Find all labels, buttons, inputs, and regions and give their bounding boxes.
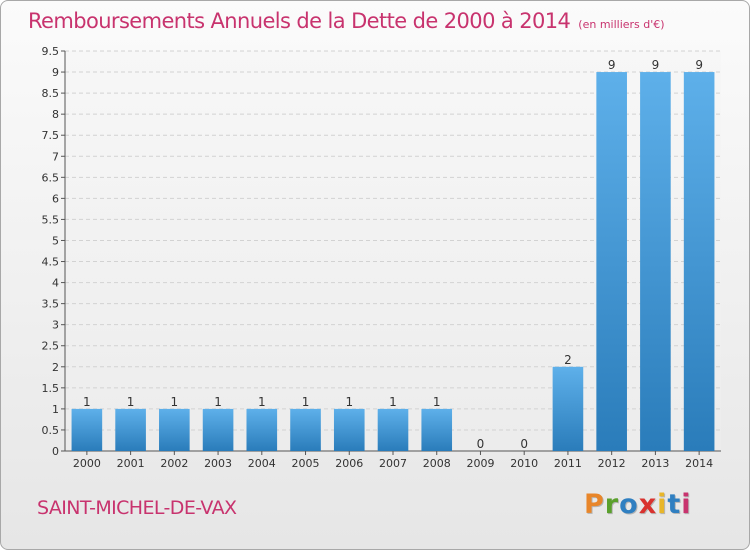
commune-name: SAINT-MICHEL-DE-VAX	[37, 497, 237, 519]
bar-2007	[377, 408, 409, 451]
y-tick-label: 6.5	[42, 171, 60, 184]
bar-2000	[71, 408, 103, 451]
y-tick-label: 6	[52, 192, 59, 205]
x-tick-label: 2007	[379, 457, 407, 470]
bar-2011	[552, 366, 584, 451]
chart-unit: (en milliers d'€)	[578, 18, 665, 31]
bar-2003	[202, 408, 234, 451]
y-tick-label: 7.5	[42, 129, 60, 142]
x-tick-label: 2008	[423, 457, 451, 470]
y-tick-label: 9	[52, 66, 59, 79]
proxiti-logo[interactable]: Proxiti	[584, 489, 692, 520]
logo-letter: i	[681, 489, 692, 520]
chart-title: Remboursements Annuels de la Dette de 20…	[28, 9, 665, 33]
x-tick-label: 2012	[598, 457, 626, 470]
x-tick-label: 2006	[335, 457, 363, 470]
logo-letter: r	[604, 489, 620, 520]
value-label: 1	[433, 395, 441, 409]
bar-2002	[159, 408, 190, 451]
y-tick-label: 2	[52, 361, 59, 374]
bar-2005	[290, 408, 321, 451]
x-tick-label: 2014	[685, 457, 713, 470]
y-tick-label: 0.5	[42, 424, 60, 437]
x-tick-label: 2001	[117, 457, 145, 470]
value-label: 9	[652, 58, 660, 72]
y-tick-label: 3.5	[42, 298, 60, 311]
bar-2008	[421, 408, 453, 451]
value-label: 1	[83, 395, 91, 409]
x-tick-label: 2011	[554, 457, 582, 470]
y-tick-label: 9.5	[42, 45, 60, 58]
y-tick-label: 3	[52, 319, 59, 332]
y-tick-label: 8.5	[42, 87, 60, 100]
value-label: 1	[127, 395, 135, 409]
x-tick-label: 2000	[73, 457, 101, 470]
y-tick-label: 5.5	[42, 213, 60, 226]
value-label: 1	[345, 395, 353, 409]
value-label: 9	[695, 58, 703, 72]
x-tick-label: 2005	[292, 457, 320, 470]
value-label: 1	[171, 395, 179, 409]
y-tick-label: 7	[52, 150, 59, 163]
logo-letter: i	[657, 489, 668, 520]
bar-2013	[640, 72, 671, 451]
x-tick-label: 2004	[248, 457, 276, 470]
value-label: 0	[477, 437, 485, 451]
y-tick-label: 0	[52, 445, 59, 458]
value-label: 0	[520, 437, 528, 451]
y-tick-label: 1.5	[42, 382, 60, 395]
value-label: 9	[608, 58, 616, 72]
logo-letter: x	[638, 489, 658, 520]
bar-2012	[596, 72, 627, 451]
logo-letter: t	[667, 489, 682, 520]
y-tick-label: 2.5	[42, 340, 60, 353]
y-tick-label: 1	[52, 403, 59, 416]
x-tick-label: 2010	[510, 457, 538, 470]
y-tick-label: 4.5	[42, 256, 60, 269]
chart-title-text: Remboursements Annuels de la Dette de 20…	[28, 9, 571, 33]
logo-letter: P	[584, 489, 605, 520]
x-tick-label: 2003	[204, 457, 232, 470]
y-tick-label: 5	[52, 234, 59, 247]
x-tick-label: 2002	[160, 457, 188, 470]
x-tick-label: 2009	[466, 457, 494, 470]
y-tick-label: 8	[52, 108, 59, 121]
bar-2014	[683, 72, 715, 451]
value-label: 1	[258, 395, 266, 409]
x-tick-label: 2013	[641, 457, 669, 470]
bar-2004	[246, 408, 278, 451]
value-label: 1	[389, 395, 397, 409]
value-label: 1	[302, 395, 310, 409]
value-label: 2	[564, 353, 572, 367]
bar-2006	[333, 408, 365, 451]
y-tick-label: 4	[52, 277, 59, 290]
bar-2001	[115, 408, 146, 451]
logo-letter: o	[619, 489, 639, 520]
value-label: 1	[214, 395, 222, 409]
